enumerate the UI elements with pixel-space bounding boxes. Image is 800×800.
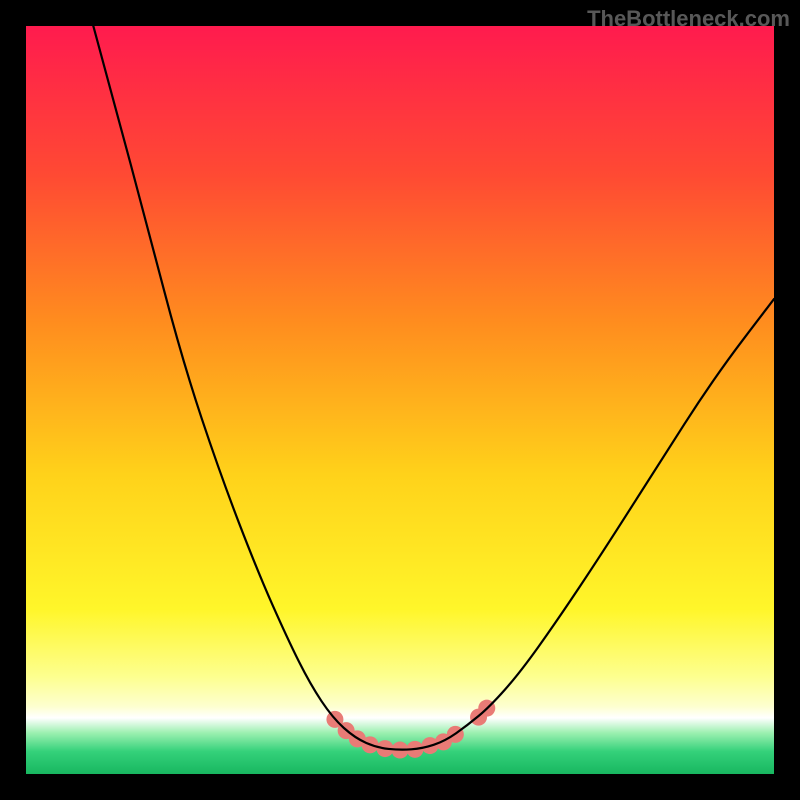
curve-layer bbox=[26, 26, 774, 774]
plot-area bbox=[26, 26, 774, 774]
bottleneck-curve bbox=[93, 26, 774, 750]
chart-stage: { "watermark": { "text": "TheBottleneck.… bbox=[0, 0, 800, 800]
